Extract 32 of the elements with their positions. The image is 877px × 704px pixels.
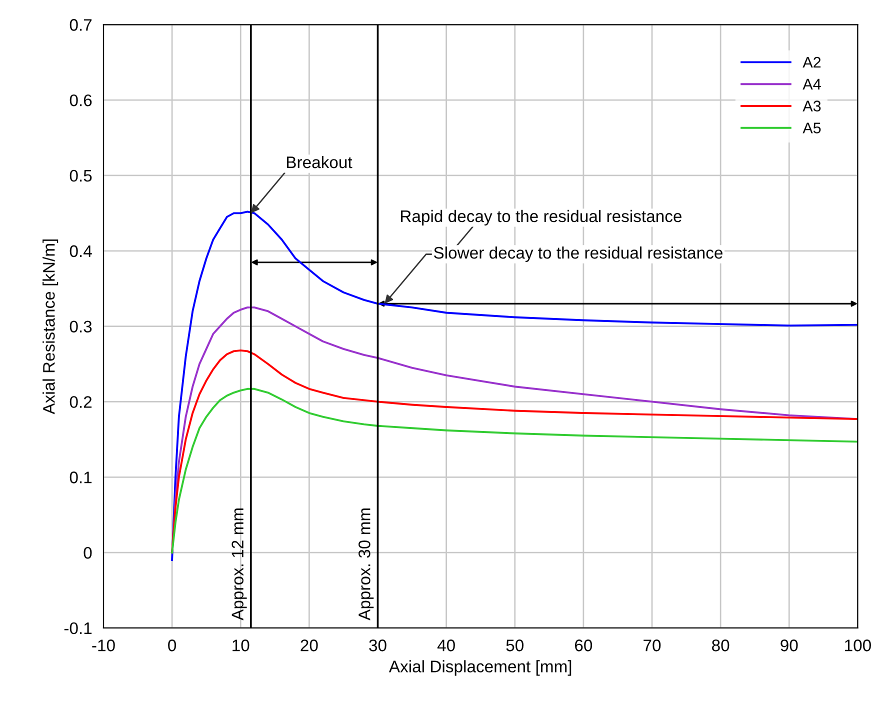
legend-label: A5 bbox=[802, 122, 821, 134]
ref-line-label: Approx. 30 mm bbox=[358, 508, 374, 620]
y-tick-label: 0.6 bbox=[70, 94, 92, 106]
x-tick-label: 70 bbox=[644, 640, 661, 652]
y-tick-label: 0.3 bbox=[70, 320, 92, 333]
y-tick-label: 0.2 bbox=[70, 396, 92, 408]
y-tick-label: 0.7 bbox=[70, 19, 92, 31]
x-tick-label: 0 bbox=[168, 640, 176, 652]
legend-label: A2 bbox=[802, 56, 821, 68]
x-tick-label: 40 bbox=[437, 640, 455, 652]
legend-label: A3 bbox=[802, 100, 821, 112]
annotation: Rapid decay to the residual resistance bbox=[401, 210, 682, 226]
y-tick-label: 0.5 bbox=[70, 170, 92, 182]
x-tick-label: -10 bbox=[92, 640, 115, 652]
x-tick-label: 20 bbox=[300, 640, 318, 652]
x-tick-label: 60 bbox=[575, 640, 592, 652]
y-tick-label: 0 bbox=[84, 546, 92, 559]
x-axis-title: Axial Displacement [mm] bbox=[388, 660, 572, 676]
y-tick-label: 0.1 bbox=[70, 472, 92, 484]
x-tick-label: 80 bbox=[712, 640, 730, 652]
legend-label: A4 bbox=[802, 78, 821, 90]
x-tick-label: 10 bbox=[232, 640, 250, 652]
ref-line-label: Approx. 12 mm bbox=[232, 508, 247, 620]
y-axis-title: Axial Resistance [kN/m] bbox=[42, 240, 58, 414]
x-tick-label: 30 bbox=[369, 640, 386, 652]
x-tick-label: 90 bbox=[780, 640, 798, 652]
x-tick-label: 100 bbox=[845, 640, 871, 652]
annotation: Slower decay to the residual resistance bbox=[434, 246, 722, 262]
annotation: Breakout bbox=[286, 156, 352, 168]
y-tick-label: -0.1 bbox=[64, 622, 92, 634]
x-tick-label: 50 bbox=[506, 640, 524, 652]
y-tick-label: 0.4 bbox=[70, 245, 92, 258]
